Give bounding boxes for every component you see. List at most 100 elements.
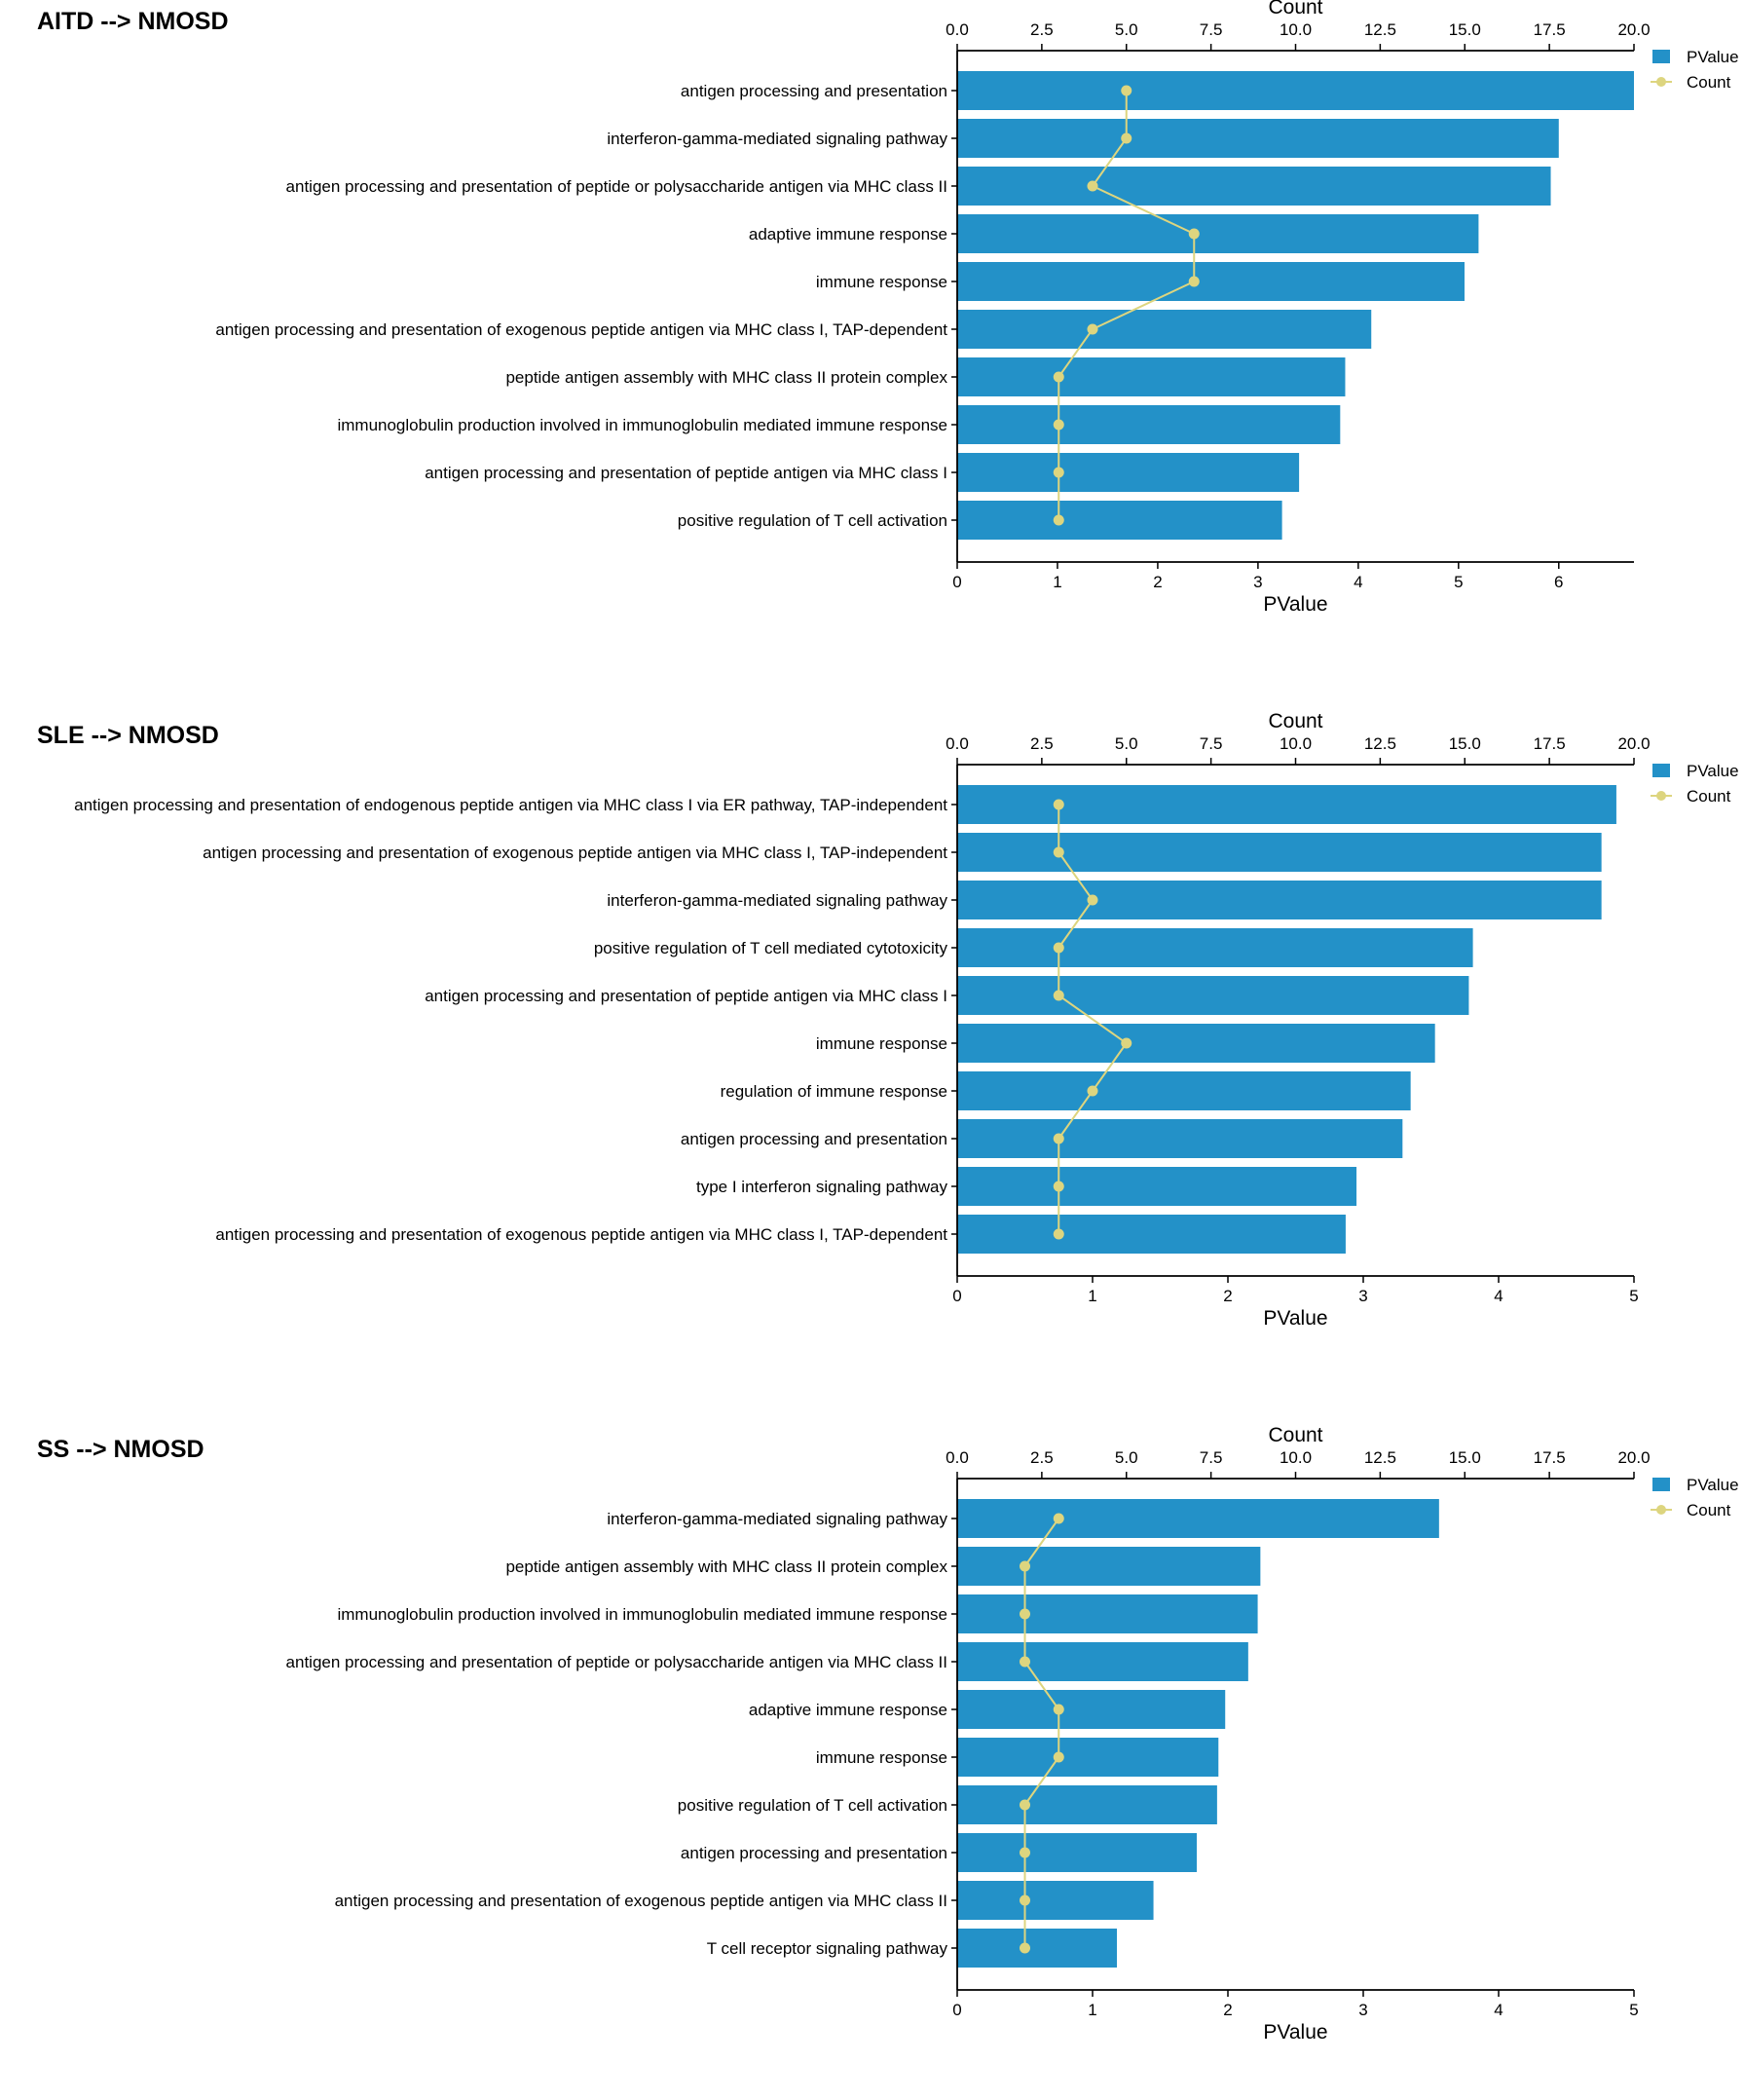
- count-point: [1020, 1560, 1030, 1572]
- bar-pvalue: [957, 1785, 1217, 1824]
- legend-label-pvalue: PValue: [1687, 48, 1739, 66]
- count-point: [1053, 1181, 1064, 1192]
- category-label: peptide antigen assembly with MHC class …: [505, 1557, 947, 1576]
- category-label: antigen processing and presentation of p…: [286, 177, 947, 196]
- x2-tick-label: 2.5: [1030, 20, 1054, 39]
- x-tick-label: 2: [1153, 573, 1162, 591]
- count-point: [1053, 942, 1064, 954]
- category-label: regulation of immune response: [721, 1082, 947, 1101]
- bar-pvalue: [957, 785, 1616, 824]
- x-tick-label: 3: [1253, 573, 1262, 591]
- x2-tick-label: 15.0: [1449, 20, 1481, 39]
- bar-pvalue: [957, 1071, 1411, 1110]
- x2-tick-label: 10.0: [1280, 20, 1312, 39]
- category-label: immune response: [816, 1748, 947, 1767]
- x2-tick-label: 2.5: [1030, 1448, 1054, 1467]
- count-point: [1087, 894, 1098, 906]
- category-label: antigen processing and presentation of e…: [335, 1892, 947, 1910]
- bar-pvalue: [957, 928, 1473, 967]
- x2-axis-label: Count: [1268, 710, 1322, 732]
- category-label: antigen processing and presentation: [681, 82, 947, 100]
- count-point: [1188, 276, 1200, 287]
- chart-panel-sle: SLE --> NMOSD antigen processing and pre…: [0, 710, 1744, 1386]
- x2-tick-label: 12.5: [1364, 20, 1396, 39]
- x2-tick-label: 10.0: [1280, 734, 1312, 753]
- count-line: [1058, 805, 1129, 1234]
- count-point: [1121, 132, 1132, 144]
- category-label: immunoglobulin production involved in im…: [337, 416, 947, 434]
- x2-tick-label: 20.0: [1617, 734, 1650, 753]
- x2-tick-label: 15.0: [1449, 1448, 1481, 1467]
- count-point: [1087, 1085, 1098, 1097]
- x-tick-label: 1: [1088, 1287, 1096, 1305]
- bar-pvalue: [957, 501, 1282, 540]
- x2-tick-label: 12.5: [1364, 1448, 1396, 1467]
- count-point: [1020, 1799, 1030, 1811]
- category-label: type I interferon signaling pathway: [696, 1178, 947, 1196]
- count-line: [1023, 1518, 1060, 1948]
- bar-pvalue: [957, 833, 1602, 872]
- count-point: [1053, 990, 1064, 1001]
- category-label: positive regulation of T cell activation: [678, 1796, 947, 1815]
- bar-pvalue: [957, 1499, 1439, 1538]
- count-point: [1053, 1751, 1064, 1763]
- count-point: [1087, 180, 1098, 192]
- x-tick-label: 1: [1053, 573, 1061, 591]
- bar-pvalue: [957, 1881, 1154, 1920]
- bar-pvalue: [957, 453, 1300, 492]
- bar-pvalue: [957, 262, 1465, 301]
- x-tick-label: 4: [1354, 573, 1362, 591]
- chart-panel-aitd: AITD --> NMOSD antigen processing and pr…: [0, 0, 1744, 672]
- bar-pvalue: [957, 310, 1372, 349]
- bar-pvalue: [957, 1738, 1219, 1777]
- chart-ss: interferon-gamma-mediated signaling path…: [286, 1424, 1739, 2044]
- bar-pvalue: [957, 1215, 1346, 1254]
- x2-tick-label: 5.0: [1115, 20, 1138, 39]
- chart-aitd: antigen processing and presentation inter…: [215, 0, 1739, 616]
- bar-pvalue: [957, 881, 1602, 919]
- x-tick-label: 4: [1494, 2001, 1503, 2019]
- category-label: positive regulation of T cell mediated c…: [594, 939, 948, 957]
- bar-pvalue: [957, 1594, 1258, 1633]
- x-axis-label: PValue: [1263, 1307, 1327, 1330]
- category-label: antigen processing and presentation: [681, 1130, 947, 1148]
- bar-pvalue: [957, 1119, 1403, 1158]
- legend-swatch-pvalue: [1652, 764, 1670, 777]
- bar-pvalue: [957, 1690, 1226, 1729]
- x2-tick-label: 17.5: [1534, 1448, 1566, 1467]
- x-tick-label: 5: [1629, 2001, 1638, 2019]
- x2-tick-label: 7.5: [1200, 1448, 1223, 1467]
- bar-pvalue: [957, 1167, 1357, 1206]
- count-point: [1053, 799, 1064, 810]
- legend-marker-count: [1656, 1505, 1666, 1515]
- count-point: [1121, 85, 1132, 96]
- x2-axis-label: Count: [1268, 0, 1322, 19]
- category-label: antigen processing and presentation of e…: [215, 320, 947, 339]
- x2-tick-label: 17.5: [1534, 734, 1566, 753]
- bar-pvalue: [957, 1547, 1261, 1586]
- category-label: antigen processing and presentation of e…: [203, 844, 947, 862]
- bar-pvalue: [957, 1024, 1435, 1063]
- x2-tick-label: 7.5: [1200, 734, 1223, 753]
- legend-marker-count: [1656, 791, 1666, 801]
- category-label: antigen processing and presentation of p…: [425, 464, 947, 482]
- x-tick-label: 0: [952, 573, 961, 591]
- category-label: immunoglobulin production involved in im…: [337, 1605, 947, 1624]
- x-axis-label: PValue: [1263, 2021, 1327, 2044]
- x2-tick-label: 7.5: [1200, 20, 1223, 39]
- bar-pvalue: [957, 71, 1634, 110]
- x-tick-label: 1: [1088, 2001, 1096, 2019]
- bar-pvalue: [957, 1929, 1118, 1968]
- category-label: peptide antigen assembly with MHC class …: [505, 368, 947, 387]
- x-tick-label: 3: [1358, 1287, 1367, 1305]
- category-label: immune response: [816, 273, 947, 291]
- x2-tick-label: 20.0: [1617, 1448, 1650, 1467]
- count-line: [1058, 91, 1196, 520]
- count-point: [1020, 1656, 1030, 1668]
- x2-tick-label: 5.0: [1115, 1448, 1138, 1467]
- count-point: [1053, 467, 1064, 478]
- legend-label-count: Count: [1687, 73, 1731, 92]
- category-label: interferon-gamma-mediated signaling path…: [607, 130, 947, 148]
- x-axis-label: PValue: [1263, 593, 1327, 616]
- legend-label-pvalue: PValue: [1687, 762, 1739, 780]
